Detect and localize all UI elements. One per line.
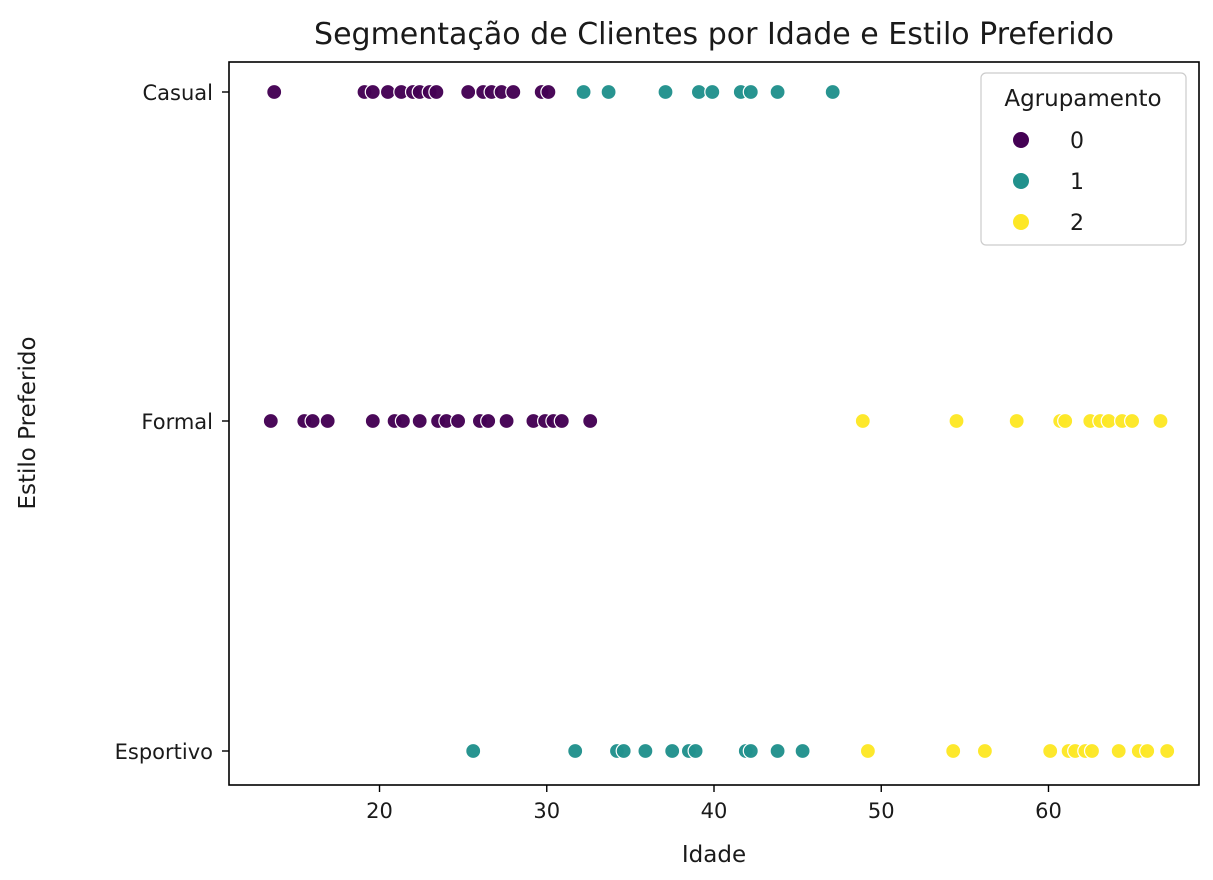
data-point (450, 412, 467, 430)
y-axis: Casual Formal Esportivo (115, 81, 229, 764)
data-point (859, 742, 877, 760)
data-point (742, 742, 759, 760)
data-point (553, 412, 570, 430)
data-point (1110, 742, 1127, 760)
legend-marker (1012, 213, 1030, 231)
data-point (794, 742, 811, 760)
data-point (1139, 742, 1156, 760)
data-point (304, 412, 321, 430)
data-point (582, 412, 599, 430)
data-point (657, 83, 674, 101)
data-point (854, 412, 871, 430)
data-point (615, 742, 632, 760)
data-point (364, 412, 381, 430)
x-tick-label: 60 (1035, 799, 1062, 823)
x-axis: 20 30 40 50 60 (366, 785, 1062, 823)
data-point (262, 412, 279, 430)
data-point (664, 742, 681, 760)
data-point (1159, 742, 1176, 760)
data-point (769, 742, 786, 760)
legend-label: 2 (1070, 211, 1084, 236)
data-point (769, 83, 786, 101)
data-point (411, 412, 428, 430)
data-point (1152, 412, 1169, 430)
legend-marker (1012, 172, 1030, 190)
data-point (945, 742, 962, 760)
data-point (687, 742, 704, 760)
x-tick-label: 40 (701, 799, 728, 823)
data-point (1008, 412, 1025, 430)
legend-label: 0 (1070, 129, 1084, 154)
data-point (824, 83, 841, 101)
data-point (976, 742, 994, 760)
data-point (394, 412, 411, 430)
data-point (364, 83, 381, 101)
data-point (319, 412, 336, 430)
data-point (428, 83, 445, 101)
data-point (465, 742, 482, 760)
legend-label: 1 (1070, 170, 1084, 195)
data-point (1042, 742, 1059, 760)
chart-title: Segmentação de Clientes por Idade e Esti… (314, 17, 1114, 52)
data-point (575, 83, 592, 101)
y-tick-label: Formal (141, 410, 213, 434)
data-point (948, 412, 965, 430)
legend: Agrupamento 0 1 2 (980, 72, 1187, 246)
y-axis-label: Estilo Preferido (15, 336, 41, 509)
data-point (266, 83, 283, 101)
legend-title: Agrupamento (1004, 86, 1161, 112)
data-point (600, 83, 617, 101)
data-point (480, 412, 497, 430)
y-tick-label: Esportivo (115, 740, 213, 764)
data-point (690, 83, 708, 101)
x-axis-label: Idade (682, 842, 746, 868)
data-point (1100, 412, 1117, 430)
data-point (637, 742, 654, 760)
data-point (567, 742, 584, 760)
legend-box (980, 72, 1187, 246)
data-point (1123, 412, 1141, 430)
data-point (742, 83, 759, 101)
x-tick-label: 20 (366, 799, 393, 823)
data-point (498, 412, 515, 430)
data-point (460, 83, 477, 101)
data-point (505, 83, 522, 101)
x-tick-label: 30 (533, 799, 560, 823)
x-tick-label: 50 (868, 799, 895, 823)
data-point (1083, 742, 1101, 760)
data-point (540, 83, 557, 101)
legend-marker (1012, 131, 1030, 149)
data-point (704, 83, 721, 101)
data-point (1057, 412, 1074, 430)
y-tick-label: Casual (143, 81, 214, 105)
data-point (379, 83, 396, 101)
points-layer (262, 83, 1176, 760)
